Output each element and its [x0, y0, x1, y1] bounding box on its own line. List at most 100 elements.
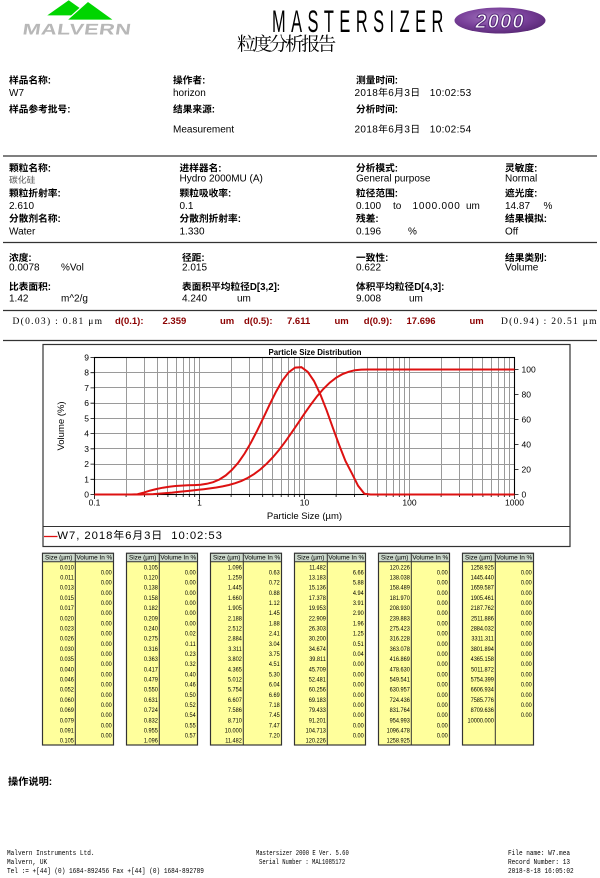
svg-text:0.00: 0.00: [437, 589, 448, 597]
svg-text:6.66: 6.66: [353, 569, 364, 577]
svg-text:Volume: Volume: [505, 263, 539, 274]
svg-text:0.00: 0.00: [521, 620, 532, 628]
svg-text:0.11: 0.11: [185, 640, 196, 648]
svg-text::: :: [238, 214, 241, 225]
svg-text:Mastersizer 2000 E Ver. 5.60: Mastersizer 2000 E Ver. 5.60: [256, 849, 349, 857]
svg-text:Measurement: Measurement: [173, 125, 234, 136]
svg-text:um: um: [409, 294, 423, 305]
svg-text:0.00: 0.00: [521, 569, 532, 577]
svg-text:22.909: 22.909: [309, 615, 327, 623]
svg-text:2000: 2000: [474, 10, 525, 33]
svg-text:0.00: 0.00: [437, 579, 448, 587]
svg-text:1905.461: 1905.461: [471, 594, 495, 602]
svg-text:0.00: 0.00: [101, 620, 112, 628]
svg-text:0.011: 0.011: [60, 574, 74, 582]
svg-text:0.196: 0.196: [356, 226, 381, 237]
svg-text:416.869: 416.869: [390, 656, 411, 664]
svg-text:40: 40: [522, 440, 532, 450]
svg-text:7585.776: 7585.776: [471, 696, 495, 704]
svg-text:0.00: 0.00: [521, 661, 532, 669]
svg-text:Malvern Instruments Ltd.: Malvern Instruments Ltd.: [7, 850, 95, 857]
svg-text:0.00: 0.00: [437, 732, 448, 740]
svg-text:Volume In %: Volume In %: [328, 555, 364, 562]
svg-text:0.00: 0.00: [437, 569, 448, 577]
svg-text:0.00: 0.00: [437, 661, 448, 669]
svg-text:3.75: 3.75: [269, 651, 280, 659]
svg-text:0.013: 0.013: [60, 584, 74, 592]
svg-text:0.00: 0.00: [521, 671, 532, 679]
svg-text:0.138: 0.138: [144, 584, 158, 592]
svg-text:11.482: 11.482: [309, 564, 326, 572]
svg-text:0.120: 0.120: [144, 574, 158, 582]
svg-text:91.201: 91.201: [309, 717, 327, 725]
svg-text:3: 3: [144, 530, 151, 542]
svg-text::: :: [218, 163, 221, 174]
svg-text::: :: [544, 214, 547, 225]
svg-text:2018-8-18 16:05:02: 2018-8-18 16:05:02: [508, 868, 574, 875]
svg-text:1: 1: [197, 498, 202, 508]
svg-text:6: 6: [388, 88, 394, 99]
svg-text:0.00: 0.00: [437, 620, 448, 628]
svg-text:239.883: 239.883: [390, 615, 411, 623]
svg-text:Volume In %: Volume In %: [244, 555, 280, 562]
svg-text:0.00: 0.00: [353, 691, 364, 699]
svg-text:horizon: horizon: [173, 88, 206, 99]
svg-text:0.00: 0.00: [353, 712, 364, 720]
svg-text:Size (µm): Size (µm): [297, 555, 324, 562]
svg-text:1.905: 1.905: [228, 605, 242, 613]
svg-text:3.91: 3.91: [353, 600, 364, 608]
svg-text:0.00: 0.00: [521, 702, 532, 710]
svg-text:0.00: 0.00: [185, 600, 196, 608]
svg-text:10000.000: 10000.000: [468, 717, 495, 725]
svg-text:Malvern, UK: Malvern, UK: [7, 859, 47, 866]
svg-text:0.00: 0.00: [101, 610, 112, 618]
svg-text:208.930: 208.930: [390, 605, 411, 613]
svg-text:60: 60: [522, 415, 532, 425]
svg-text:3.311: 3.311: [228, 645, 242, 653]
svg-text:0.00: 0.00: [185, 589, 196, 597]
svg-text:Water: Water: [9, 226, 36, 237]
svg-text::: :: [395, 163, 398, 174]
svg-text:7.45: 7.45: [269, 712, 280, 720]
svg-text:0.51: 0.51: [353, 640, 364, 648]
svg-text:954.993: 954.993: [390, 717, 411, 725]
svg-text:0.724: 0.724: [144, 707, 158, 715]
svg-text:2.359: 2.359: [163, 316, 187, 327]
svg-text:3.802: 3.802: [228, 656, 242, 664]
svg-text:0.00: 0.00: [101, 671, 112, 679]
svg-text::: :: [48, 76, 51, 87]
svg-text:1.12: 1.12: [269, 600, 280, 608]
svg-text:2.610: 2.610: [9, 201, 34, 212]
svg-text:Off: Off: [505, 226, 518, 237]
svg-text:478.630: 478.630: [390, 666, 411, 674]
svg-text:W7: W7: [9, 88, 24, 99]
svg-text:30.200: 30.200: [309, 635, 327, 643]
svg-text:1: 1: [84, 474, 89, 484]
svg-text:1000.000: 1000.000: [413, 201, 461, 212]
svg-text:0.00: 0.00: [437, 640, 448, 648]
svg-text:0.020: 0.020: [60, 615, 74, 623]
svg-text:m^2/g: m^2/g: [61, 294, 88, 305]
svg-text:1.330: 1.330: [180, 226, 205, 237]
svg-text:5011.872: 5011.872: [471, 666, 494, 674]
svg-text:1000: 1000: [505, 498, 524, 508]
svg-text:0.00: 0.00: [101, 651, 112, 659]
svg-text:0.00: 0.00: [101, 600, 112, 608]
svg-text:8.710: 8.710: [228, 717, 242, 725]
svg-text:0.015: 0.015: [60, 594, 74, 602]
svg-text:0: 0: [522, 490, 527, 500]
svg-text:0.035: 0.035: [60, 656, 74, 664]
svg-text:um: um: [237, 294, 251, 305]
svg-text:5754.399: 5754.399: [471, 676, 495, 684]
svg-text:0: 0: [84, 490, 89, 500]
svg-text:0.00: 0.00: [521, 610, 532, 618]
svg-text:0.00: 0.00: [437, 722, 448, 730]
svg-text:0.1: 0.1: [180, 201, 194, 212]
svg-text:0.00: 0.00: [353, 661, 364, 669]
svg-text:0.00: 0.00: [437, 712, 448, 720]
svg-text:0.00: 0.00: [185, 610, 196, 618]
svg-text:3: 3: [404, 88, 410, 99]
svg-text:0.00: 0.00: [101, 569, 112, 577]
svg-text:0.00: 0.00: [521, 600, 532, 608]
svg-text:Volume In %: Volume In %: [412, 555, 448, 562]
